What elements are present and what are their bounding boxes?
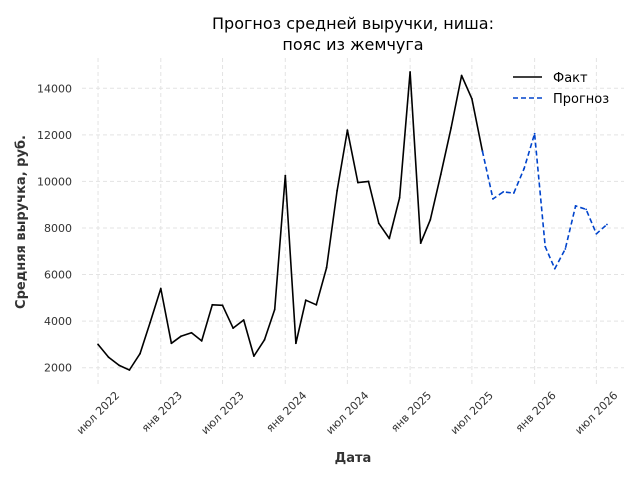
x-tick-label: июл 2026: [572, 389, 620, 437]
data-point: [388, 237, 391, 240]
data-point: [357, 181, 359, 184]
legend-label-fact: Факт: [553, 71, 588, 86]
y-tick-label: 8000: [44, 222, 72, 235]
data-point: [595, 232, 598, 235]
x-tick-label: янв 2026: [513, 389, 559, 435]
data-point: [553, 267, 556, 270]
data-point: [304, 299, 307, 302]
data-point: [419, 242, 422, 245]
x-tick-label: июл 2025: [448, 389, 496, 437]
data-point: [190, 331, 193, 334]
x-axis-ticks: июл 2022 янв 2023 июл 2023 янв 2024 июл 2024…: [74, 389, 620, 437]
data-point: [128, 369, 131, 371]
data-point: [377, 222, 380, 225]
data-point: [439, 173, 442, 176]
data-point: [294, 342, 297, 345]
data-point: [533, 132, 536, 135]
data-point: [242, 319, 245, 321]
data-point: [284, 174, 287, 177]
x-tick-label: июл 2022: [74, 389, 122, 437]
data-point: [409, 71, 412, 73]
data-point: [211, 303, 214, 306]
legend: Факт Прогноз: [513, 71, 609, 107]
data-point: [502, 190, 505, 193]
data-point: [429, 218, 432, 221]
x-tick-label: июл 2023: [199, 389, 247, 437]
data-point: [315, 303, 318, 306]
grid: [82, 58, 624, 384]
data-point: [585, 208, 588, 211]
data-point: [481, 150, 484, 153]
y-tick-label: 10000: [37, 175, 72, 188]
x-tick-label: янв 2024: [264, 389, 310, 435]
data-point: [450, 126, 452, 129]
y-tick-label: 6000: [44, 269, 72, 282]
data-point: [253, 355, 255, 357]
data-point: [232, 327, 235, 330]
x-tick-label: янв 2025: [388, 389, 434, 435]
chart-title-line-1: Прогноз средней выручки, ниша:: [212, 14, 494, 33]
legend-label-forecast: Прогноз: [553, 92, 609, 107]
y-axis-label: Средняя выручка, руб.: [14, 135, 29, 309]
chart-title-line-2: пояс из жемчуга: [282, 35, 423, 54]
data-point: [470, 97, 473, 100]
data-point: [460, 74, 463, 77]
data-point: [273, 308, 276, 311]
data-point: [325, 266, 328, 269]
data-point: [221, 304, 224, 307]
data-point: [564, 248, 567, 250]
x-tick-label: июл 2024: [323, 389, 371, 437]
data-point: [149, 321, 152, 324]
y-tick-label: 14000: [37, 82, 72, 95]
y-tick-label: 12000: [37, 129, 72, 142]
data-point: [544, 245, 547, 248]
series-line-forecast: [481, 132, 608, 270]
data-point: [606, 223, 608, 226]
data-point: [180, 335, 182, 338]
data-point: [398, 196, 401, 199]
y-axis-ticks: 2000 4000 6000 8000 10000 12000 14000: [37, 82, 72, 374]
x-axis-label: Дата: [335, 451, 372, 466]
data-point: [107, 356, 110, 359]
data-point: [523, 167, 525, 170]
data-point: [118, 364, 121, 367]
data-point: [512, 192, 515, 194]
data-point: [263, 338, 266, 341]
data-point: [492, 197, 494, 200]
series-line-fact: [97, 71, 484, 371]
data-point: [346, 129, 349, 132]
series-lines: [97, 71, 608, 371]
y-tick-label: 4000: [44, 315, 72, 328]
data-point: [367, 180, 370, 183]
y-tick-label: 2000: [44, 362, 72, 375]
data-point: [139, 352, 141, 355]
data-point: [159, 287, 162, 290]
data-point: [170, 342, 173, 345]
data-point: [97, 343, 99, 346]
data-point: [336, 189, 339, 192]
data-point: [574, 204, 577, 207]
x-tick-label: янв 2023: [139, 389, 185, 435]
data-point: [200, 340, 203, 342]
